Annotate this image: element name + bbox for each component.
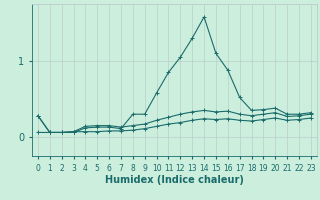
X-axis label: Humidex (Indice chaleur): Humidex (Indice chaleur) bbox=[105, 175, 244, 185]
